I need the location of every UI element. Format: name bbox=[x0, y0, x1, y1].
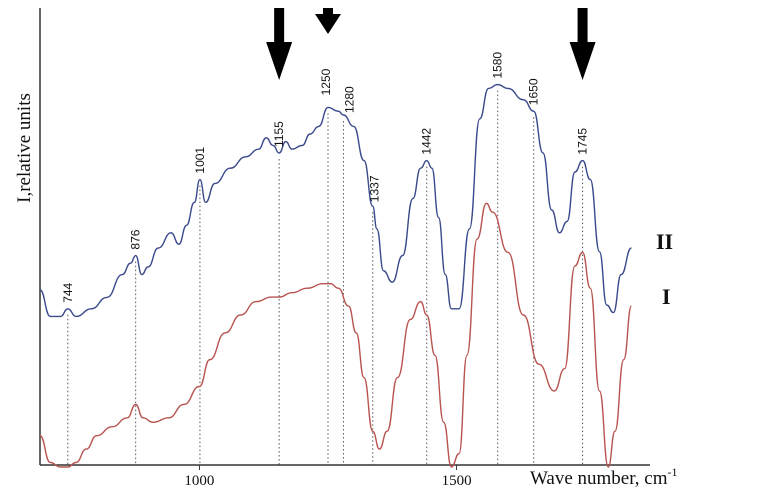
marker-arrows bbox=[266, 8, 596, 80]
peak-guide-lines bbox=[67, 90, 584, 465]
x-axis-title-sup: -1 bbox=[668, 465, 678, 479]
series-label-I: I bbox=[662, 284, 671, 309]
x-axis-title-main: Wave number, cm bbox=[530, 468, 668, 489]
peak-label-1745: 1745 bbox=[576, 128, 590, 155]
peak-label-1580: 1580 bbox=[491, 52, 505, 79]
x-tick-label-1000: 1000 bbox=[184, 473, 214, 489]
peak-label-1337: 1337 bbox=[368, 175, 382, 202]
peak-label-1155: 1155 bbox=[272, 121, 286, 147]
x-ticks: 1000 1500 bbox=[184, 465, 472, 489]
peak-labels: 744 876 1001 1155 1250 1280 1337 1442 1580 1650 17… bbox=[61, 52, 590, 303]
series-line-I bbox=[39, 202, 633, 468]
peak-label-1250: 1250 bbox=[319, 68, 333, 95]
series-label-II: II bbox=[656, 229, 673, 254]
series-lines bbox=[39, 83, 633, 468]
x-axis-title: Wave number, cm-1 bbox=[530, 465, 678, 489]
peak-label-1442: 1442 bbox=[420, 128, 434, 155]
arrow-1250 bbox=[315, 8, 341, 34]
peak-label-876: 876 bbox=[129, 229, 143, 249]
peak-label-1650: 1650 bbox=[527, 78, 541, 105]
x-tick-label-1500: 1500 bbox=[442, 473, 472, 489]
peak-label-1280: 1280 bbox=[342, 86, 356, 113]
arrow-1745 bbox=[569, 8, 596, 80]
y-axis-title: I,relative units bbox=[14, 93, 35, 203]
series-line-II bbox=[39, 83, 632, 318]
peak-label-1001: 1001 bbox=[193, 147, 207, 174]
peak-label-744: 744 bbox=[61, 282, 75, 302]
arrow-1155 bbox=[266, 8, 293, 80]
